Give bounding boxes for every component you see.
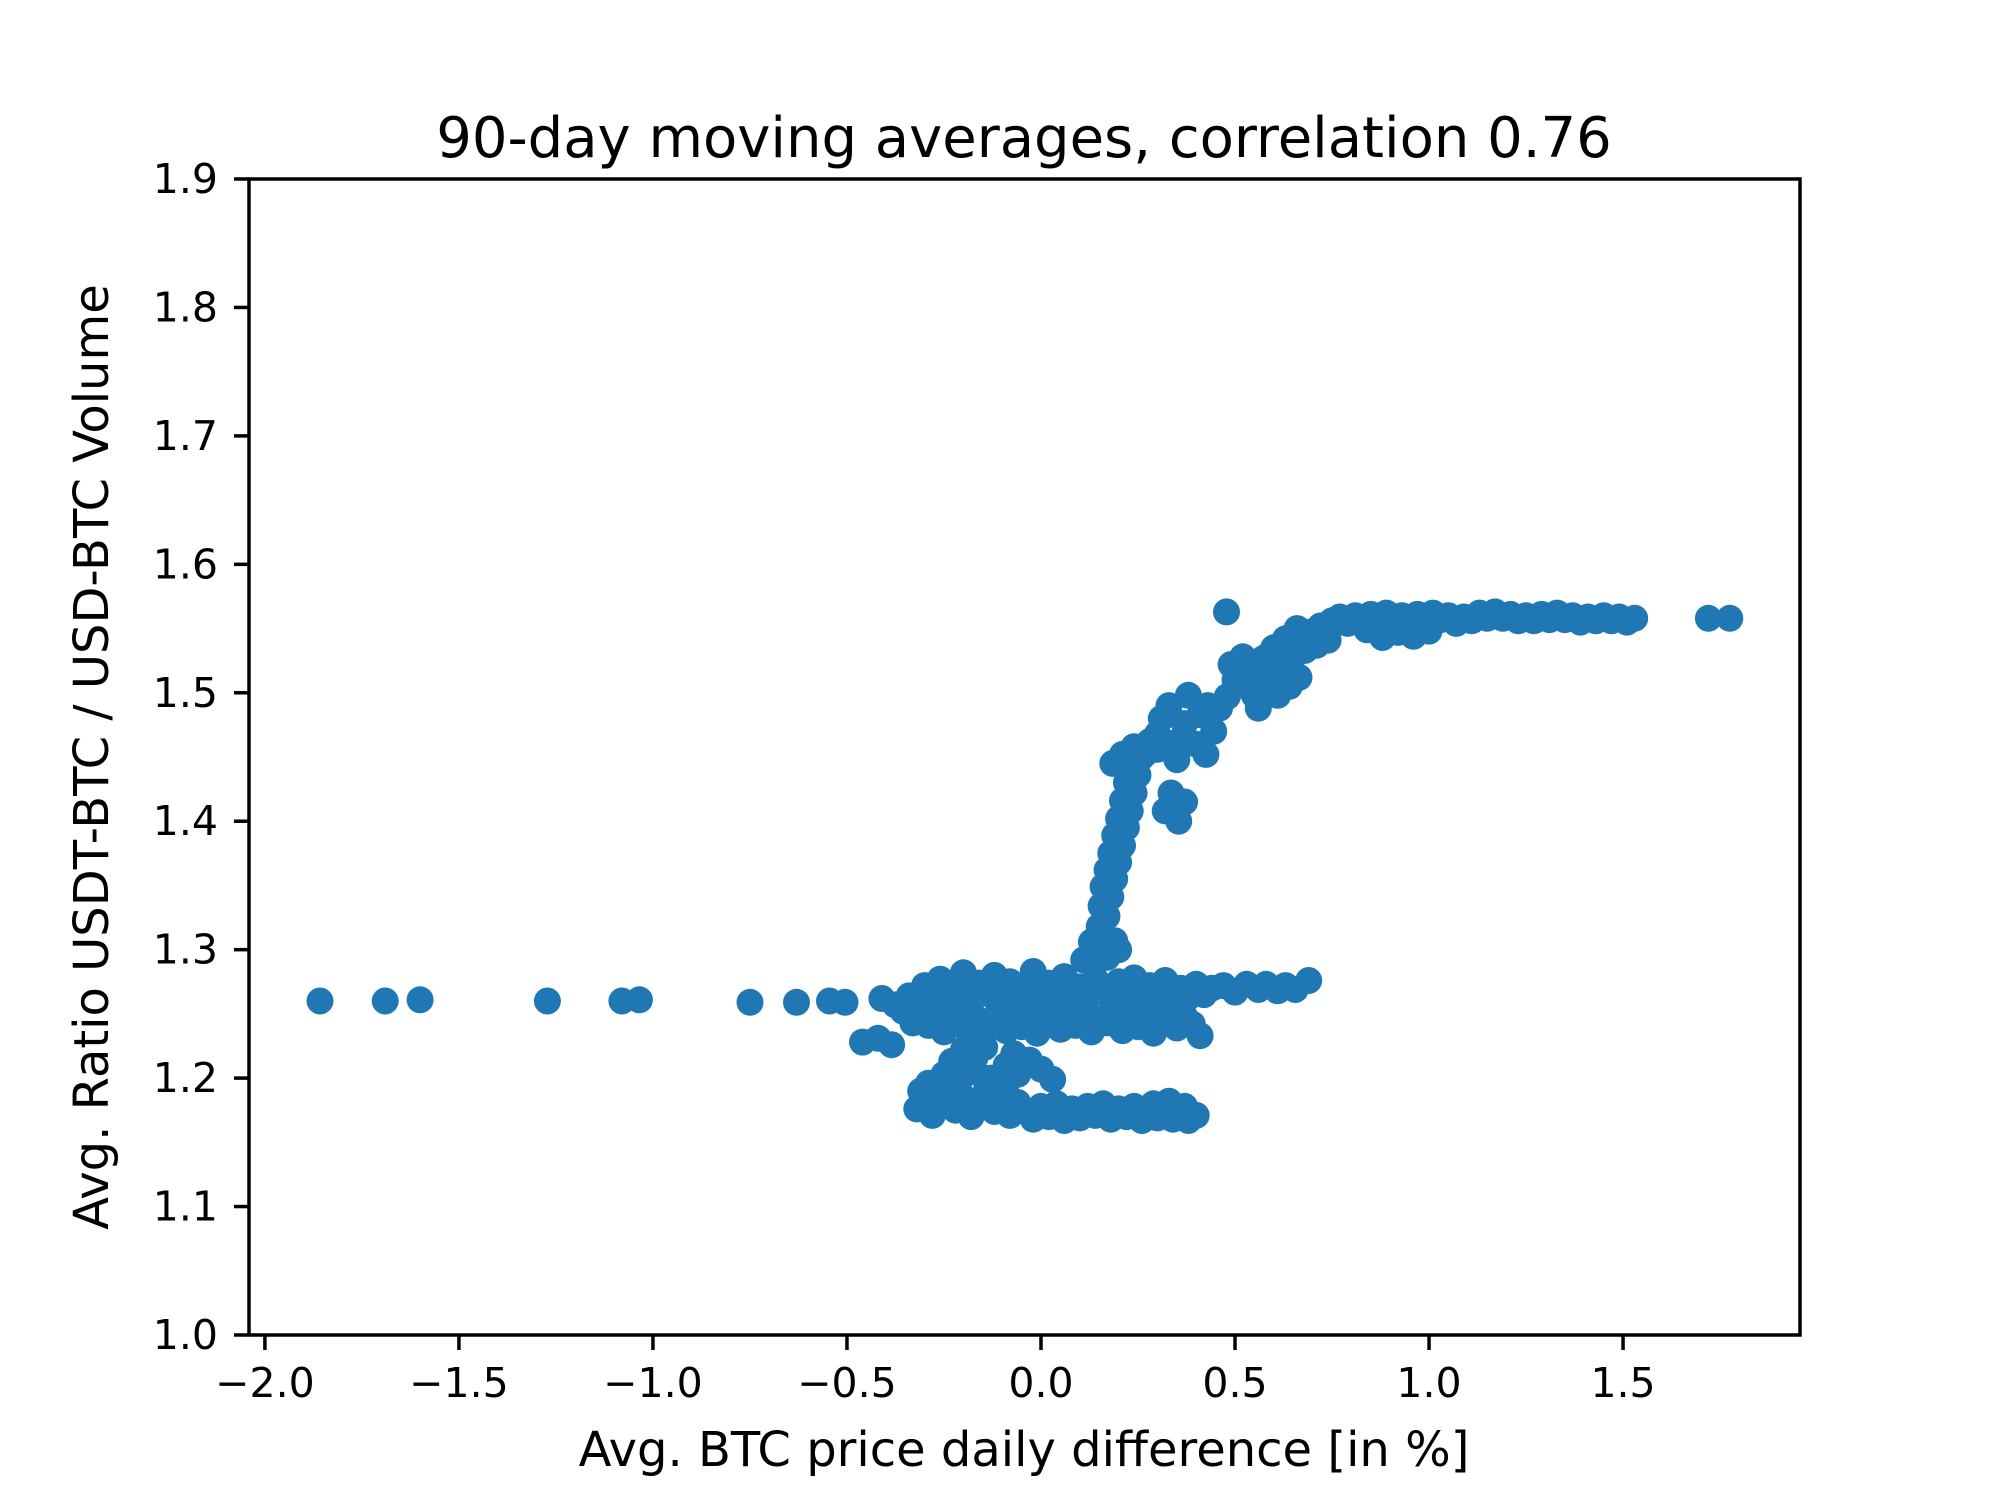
x-axis-ticks: −2.0 −1.5 −1.0 −0.5 0.0 0.5 1.0 1.5 [215,1335,1656,1407]
data-point [1000,1040,1028,1068]
data-point [1213,598,1240,626]
data-point [736,988,764,1016]
data-point [1171,1092,1199,1120]
data-point [1039,1065,1067,1093]
data-point [1244,694,1272,722]
data-point [625,986,653,1014]
data-point [971,1033,999,1061]
x-tick-label: −1.0 [603,1359,703,1407]
x-tick-label: 0.0 [1008,1359,1073,1407]
x-tick-label: 1.0 [1396,1359,1461,1407]
x-tick-label: 0.5 [1202,1359,1267,1407]
data-point [1694,604,1722,632]
data-point [533,987,561,1015]
data-point [1147,705,1175,732]
y-axis-ticks: 1.0 1.1 1.2 1.3 1.4 1.5 1.6 1.7 1.8 1.9 [153,155,249,1359]
points-layer [306,598,1744,1134]
y-tick-label: 1.4 [153,797,218,845]
data-point [1716,604,1744,632]
data-point [1285,663,1313,691]
x-tick-label: −1.5 [409,1359,509,1407]
data-point [1621,604,1649,632]
y-tick-label: 1.6 [153,540,218,588]
y-tick-label: 1.7 [153,412,218,460]
data-point [783,988,810,1016]
y-tick-label: 1.0 [153,1311,218,1359]
data-point [1186,1022,1214,1050]
data-point [907,1077,935,1105]
data-point [371,987,399,1015]
plot-title: 90-day moving averages, correlation 0.76 [436,106,1612,171]
x-tick-label: 1.5 [1590,1359,1655,1407]
plot-frame [247,177,1802,1337]
data-point [831,988,859,1016]
data-point [1415,617,1443,645]
y-axis-label: Avg. Ratio USDT-BTC / USD-BTC Volume [64,284,120,1230]
x-tick-label: −2.0 [215,1359,315,1407]
y-tick-label: 1.2 [153,1054,218,1102]
data-point [1171,788,1199,816]
data-point [878,1031,906,1059]
data-point [1283,615,1311,643]
data-point [306,987,334,1015]
data-point [1295,967,1323,994]
data-point [1192,740,1220,768]
y-tick-label: 1.1 [153,1183,218,1231]
data-point [1221,666,1249,694]
data-point [1252,643,1280,671]
y-tick-label: 1.3 [153,926,218,974]
y-tick-label: 1.8 [153,283,218,331]
y-tick-label: 1.9 [153,155,218,203]
x-tick-label: −0.5 [797,1359,897,1407]
data-point [1163,746,1191,774]
data-point [1099,749,1127,777]
y-tick-label: 1.5 [153,669,218,717]
x-axis-label: Avg. BTC price daily difference [in %] [579,1422,1470,1478]
data-point [406,986,434,1014]
